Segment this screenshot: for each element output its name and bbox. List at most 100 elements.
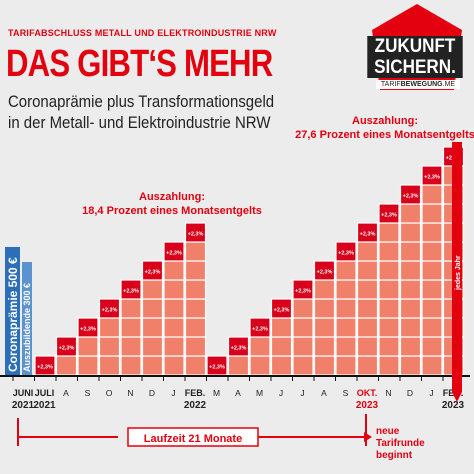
bar-block bbox=[184, 222, 207, 243]
bar-block bbox=[120, 298, 142, 319]
step-label: +2,3% bbox=[274, 308, 290, 314]
bar-block bbox=[163, 241, 185, 262]
bar-block bbox=[270, 336, 293, 357]
annual-arrow bbox=[452, 142, 462, 402]
bar-block bbox=[421, 165, 443, 186]
year-tick-label: 2022 bbox=[184, 400, 207, 411]
bar-block bbox=[141, 355, 164, 376]
laufzeit-label: Laufzeit 21 Monate bbox=[144, 433, 242, 445]
bar-block bbox=[163, 355, 185, 376]
bar-block bbox=[356, 298, 379, 319]
bar-block bbox=[378, 241, 400, 262]
bar-block bbox=[227, 355, 250, 376]
bar-block bbox=[399, 184, 422, 205]
bar-block bbox=[356, 222, 379, 243]
bar-block bbox=[227, 336, 250, 357]
step-label: +2,3% bbox=[37, 365, 53, 371]
month-tick-label: OKT. bbox=[357, 388, 378, 398]
step-label: +2,3% bbox=[59, 346, 75, 352]
month-tick-label: O bbox=[106, 388, 113, 398]
bar-block bbox=[141, 279, 164, 300]
month-tick-label: JULI bbox=[35, 388, 55, 398]
month-tick-label: JUNI bbox=[13, 388, 34, 398]
bar-block bbox=[399, 298, 422, 319]
bar-block bbox=[184, 260, 207, 281]
bar-block bbox=[55, 355, 78, 376]
step-label: +2,3% bbox=[123, 289, 139, 295]
step-label: +2,3% bbox=[295, 289, 311, 295]
bar-block bbox=[292, 317, 314, 338]
bar-block bbox=[399, 241, 422, 262]
bar-block bbox=[378, 298, 400, 319]
bar-block bbox=[184, 355, 207, 376]
bar-block bbox=[335, 298, 357, 319]
bar-block bbox=[313, 355, 336, 376]
month-tick-label: D bbox=[149, 388, 155, 398]
bar-block bbox=[378, 336, 400, 357]
bar-block bbox=[249, 336, 271, 357]
bar-block bbox=[399, 355, 422, 376]
azubi-label: Auszubildende 300 € bbox=[22, 283, 32, 372]
bar-block bbox=[399, 279, 422, 300]
month-tick-label: J bbox=[429, 388, 433, 398]
bar-block bbox=[249, 355, 271, 376]
bar-block bbox=[421, 336, 443, 357]
year-tick-label: 2023 bbox=[356, 400, 379, 411]
step-label: +2,3% bbox=[102, 308, 118, 314]
bar-block bbox=[313, 298, 336, 319]
logo-tag: TARIFBEWEGUNG.ME bbox=[376, 80, 460, 89]
bar-block bbox=[141, 298, 164, 319]
logo-tag-right: .ME bbox=[442, 81, 456, 88]
new-round-line-2: Tarifrunde bbox=[376, 438, 425, 449]
logo-tag-left: TARIF bbox=[380, 81, 401, 88]
bar-block bbox=[421, 355, 443, 376]
bar-block bbox=[313, 336, 336, 357]
bar-block bbox=[292, 298, 314, 319]
year-tick-label: 2021 bbox=[33, 400, 56, 411]
new-round-line-1: neue bbox=[376, 426, 400, 437]
bar-block bbox=[399, 260, 422, 281]
bar-block bbox=[335, 336, 357, 357]
bar-block bbox=[313, 279, 336, 300]
year-tick-label: 2021 bbox=[12, 400, 35, 411]
month-tick-label: FEB. bbox=[185, 388, 206, 398]
bar-block bbox=[313, 317, 336, 338]
bar-block bbox=[378, 355, 400, 376]
bar-block bbox=[163, 260, 185, 281]
month-tick-label: N bbox=[127, 388, 133, 398]
step-label: +2,3% bbox=[381, 213, 397, 219]
bar-block bbox=[163, 279, 185, 300]
subtitle-line-2: in der Metall- und Elektroindustrie NRW bbox=[8, 113, 271, 132]
bar-block bbox=[356, 260, 379, 281]
bar-block bbox=[55, 336, 78, 357]
bar-block bbox=[77, 355, 99, 376]
page-title: DAS GIBT‘S MEHR bbox=[6, 43, 273, 85]
logo: ZUKUNFT SICHERN. TARIFBEWEGUNG.ME bbox=[362, 2, 472, 94]
bar-block bbox=[335, 260, 357, 281]
annual-label: jedes Jahr bbox=[455, 255, 462, 291]
payout-2-text: 27,6 Prozent eines Monatsentgelts bbox=[295, 129, 474, 141]
month-tick-label: N bbox=[385, 388, 391, 398]
bar-block bbox=[421, 298, 443, 319]
bar-block bbox=[356, 336, 379, 357]
month-tick-label: A bbox=[235, 388, 241, 398]
bar-block bbox=[399, 222, 422, 243]
corona-label: Coronaprämie 500 € bbox=[6, 257, 20, 372]
payout-1-text: 18,4 Prozent eines Monatsentgelts bbox=[82, 205, 262, 217]
logo-line-2: SICHERN. bbox=[367, 57, 463, 78]
bar-block bbox=[421, 279, 443, 300]
month-tick-label: M bbox=[213, 388, 220, 398]
bar-block bbox=[163, 336, 185, 357]
bar-block bbox=[421, 222, 443, 243]
bar-block bbox=[378, 279, 400, 300]
bar-block bbox=[378, 222, 400, 243]
kicker: TARIFABSCHLUSS METALL UND ELEKTROINDUSTR… bbox=[8, 28, 277, 38]
bar-block bbox=[77, 336, 99, 357]
bar-block bbox=[184, 241, 207, 262]
payout-1-title: Auszahlung: bbox=[139, 191, 205, 203]
bar-block bbox=[98, 355, 121, 376]
bar-block bbox=[141, 317, 164, 338]
bar-block bbox=[335, 355, 357, 376]
bar-block bbox=[421, 241, 443, 262]
